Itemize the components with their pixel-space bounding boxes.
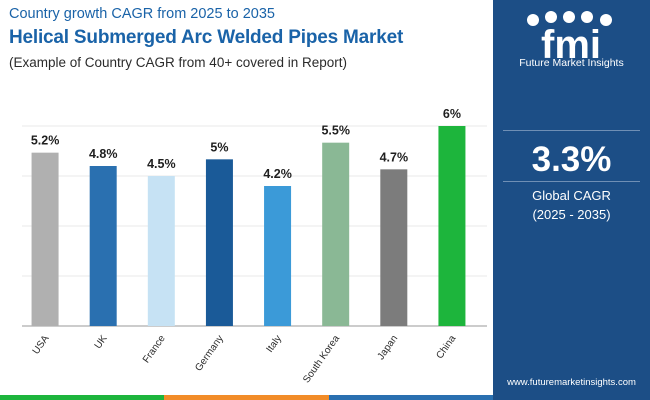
global-cagr-period: (2025 - 2035) [532, 207, 611, 222]
chart-data-labels: 5.2% 4.8% 4.5% 5% 4.2% 5.5% 4.7% 6% [31, 107, 461, 181]
x-tick-label: Japan [376, 333, 401, 362]
x-tick-label: Germany [193, 333, 226, 373]
bar-usa [31, 152, 59, 326]
fmi-logo: fmi [527, 11, 612, 67]
logo-wordmark: fmi [541, 23, 601, 67]
bar-uk [89, 166, 117, 326]
chart-x-tick-labels: USA UK France Germany Italy South Korea Japan C… [31, 333, 459, 385]
data-label: 4.5% [147, 157, 176, 171]
x-tick-label: France [141, 333, 168, 365]
bottom-bar-segment [328, 395, 493, 400]
bar-china [438, 126, 466, 326]
bar-south-korea [322, 142, 350, 326]
x-tick-label: USA [31, 333, 52, 356]
bottom-bar-segment [0, 395, 165, 400]
bar-italy [264, 186, 292, 326]
logo-dot-icon [563, 11, 575, 23]
global-cagr-value: 3.3% [531, 140, 612, 179]
global-cagr-label: Global CAGR [532, 188, 611, 203]
brand-name: Future Market Insights [519, 57, 624, 69]
bar-france [147, 176, 175, 326]
logo-dot-icon [545, 11, 557, 23]
data-label: 4.2% [263, 167, 292, 181]
bar-chart: 5.2% 4.8% 4.5% 5% 4.2% 5.5% 4.7% 6% USA UK France… [22, 107, 487, 385]
sidebar-panel: fmi Future Market Insights 3.3% Global C… [493, 0, 650, 400]
chart-title: Helical Submerged Arc Welded Pipes Marke… [9, 27, 404, 48]
x-tick-label: South Korea [301, 333, 342, 385]
logo-dot-icon [581, 11, 593, 23]
logo-dot-icon [527, 14, 539, 26]
divider [503, 181, 640, 182]
x-tick-label: Italy [264, 333, 284, 354]
logo-dot-icon [600, 14, 612, 26]
data-label: 4.7% [380, 150, 409, 164]
bar-germany [205, 159, 233, 326]
bottom-color-bar [0, 395, 493, 400]
chart-bars [31, 126, 466, 326]
x-tick-label: China [434, 333, 458, 361]
x-tick-label: UK [93, 333, 110, 351]
bar-japan [380, 169, 408, 326]
data-label: 5.5% [321, 124, 350, 138]
bottom-bar-segment [164, 395, 329, 400]
data-label: 5% [210, 140, 228, 154]
data-label: 4.8% [89, 147, 118, 161]
data-label: 6% [443, 107, 461, 121]
website-link[interactable]: www.futuremarketinsights.com [507, 377, 636, 388]
divider [503, 130, 640, 131]
chart-caption: (Example of Country CAGR from 40+ covere… [9, 55, 348, 70]
chart-subtitle: Country growth CAGR from 2025 to 2035 [9, 6, 275, 22]
data-label: 5.2% [31, 134, 60, 148]
